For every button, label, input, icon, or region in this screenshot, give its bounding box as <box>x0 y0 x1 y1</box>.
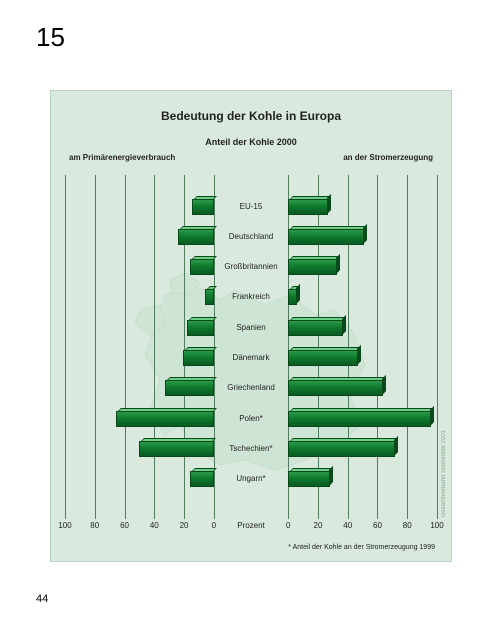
bar-row: Frankreich <box>65 286 437 316</box>
right-axis-header: an der Stromerzeugung <box>343 153 433 162</box>
bar-left <box>190 471 214 487</box>
bar-left <box>183 350 214 366</box>
chart-footnote: * Anteil der Kohle an der Stromerzeugung… <box>288 544 435 551</box>
gridline <box>437 175 438 519</box>
bar-row: Polen* <box>65 408 437 438</box>
bar-left <box>187 320 214 336</box>
axis-headers: am Primärenergieverbrauch an der Stromer… <box>51 153 451 162</box>
bar-right <box>288 229 364 245</box>
row-label: EU-15 <box>65 202 437 211</box>
x-axis-ticks: 100806040200Prozent020406080100 <box>65 521 437 533</box>
x-tick-label: 0 <box>286 521 290 530</box>
bar-right <box>288 471 330 487</box>
bar-left <box>178 229 214 245</box>
bar-row: Dänemark <box>65 347 437 377</box>
row-label: Großbritannien <box>65 262 437 271</box>
chart-panel: Bedeutung der Kohle in Europa Anteil der… <box>50 90 452 562</box>
left-axis-header: am Primärenergieverbrauch <box>69 153 175 162</box>
x-tick-label: 0 <box>212 521 216 530</box>
row-label: Frankreich <box>65 292 437 301</box>
chart-subtitle: Anteil der Kohle 2000 <box>51 137 451 147</box>
page-number-bottom: 44 <box>36 593 48 605</box>
x-tick-label: 80 <box>90 521 99 530</box>
page-number-top: 15 <box>36 22 65 53</box>
x-tick-label: 60 <box>120 521 129 530</box>
bar-right <box>288 350 358 366</box>
bar-row: Ungarn* <box>65 468 437 498</box>
bar-right <box>288 411 431 427</box>
x-tick-label: 40 <box>150 521 159 530</box>
x-axis-center-label: Prozent <box>237 521 265 530</box>
bar-left <box>192 199 214 215</box>
bar-right <box>288 441 395 457</box>
bar-left <box>116 411 214 427</box>
row-label: Ungarn* <box>65 474 437 483</box>
bar-row: Großbritannien <box>65 256 437 286</box>
x-tick-label: 100 <box>430 521 443 530</box>
bar-right <box>288 320 343 336</box>
bar-left <box>139 441 213 457</box>
bar-row: Tschechien* <box>65 438 437 468</box>
x-tick-label: 20 <box>180 521 189 530</box>
row-label: Dänemark <box>65 353 437 362</box>
x-tick-label: 60 <box>373 521 382 530</box>
bar-row: EU-15 <box>65 196 437 226</box>
bar-right <box>288 199 328 215</box>
plot-area: EU-15 Deutschland Großbritannien Frankreich… <box>65 175 437 519</box>
bar-left <box>190 259 214 275</box>
row-label: Deutschland <box>65 232 437 241</box>
bar-right <box>288 289 297 305</box>
bar-left <box>165 380 214 396</box>
x-tick-label: 20 <box>314 521 323 530</box>
page: 15 Bedeutung der Kohle in Europa Anteil … <box>0 0 500 619</box>
bar-row: Spanien <box>65 317 437 347</box>
bar-right <box>288 380 383 396</box>
bar-right <box>288 259 337 275</box>
x-tick-label: 80 <box>403 521 412 530</box>
bar-row: Griechenland <box>65 377 437 407</box>
row-label: Spanien <box>65 323 437 332</box>
x-tick-label: 40 <box>343 521 352 530</box>
bar-left <box>205 289 214 305</box>
chart-credit: Gesamtverband Steinkohle 2001 <box>441 430 447 517</box>
x-tick-label: 100 <box>58 521 71 530</box>
bar-row: Deutschland <box>65 226 437 256</box>
chart-title: Bedeutung der Kohle in Europa <box>51 109 451 123</box>
